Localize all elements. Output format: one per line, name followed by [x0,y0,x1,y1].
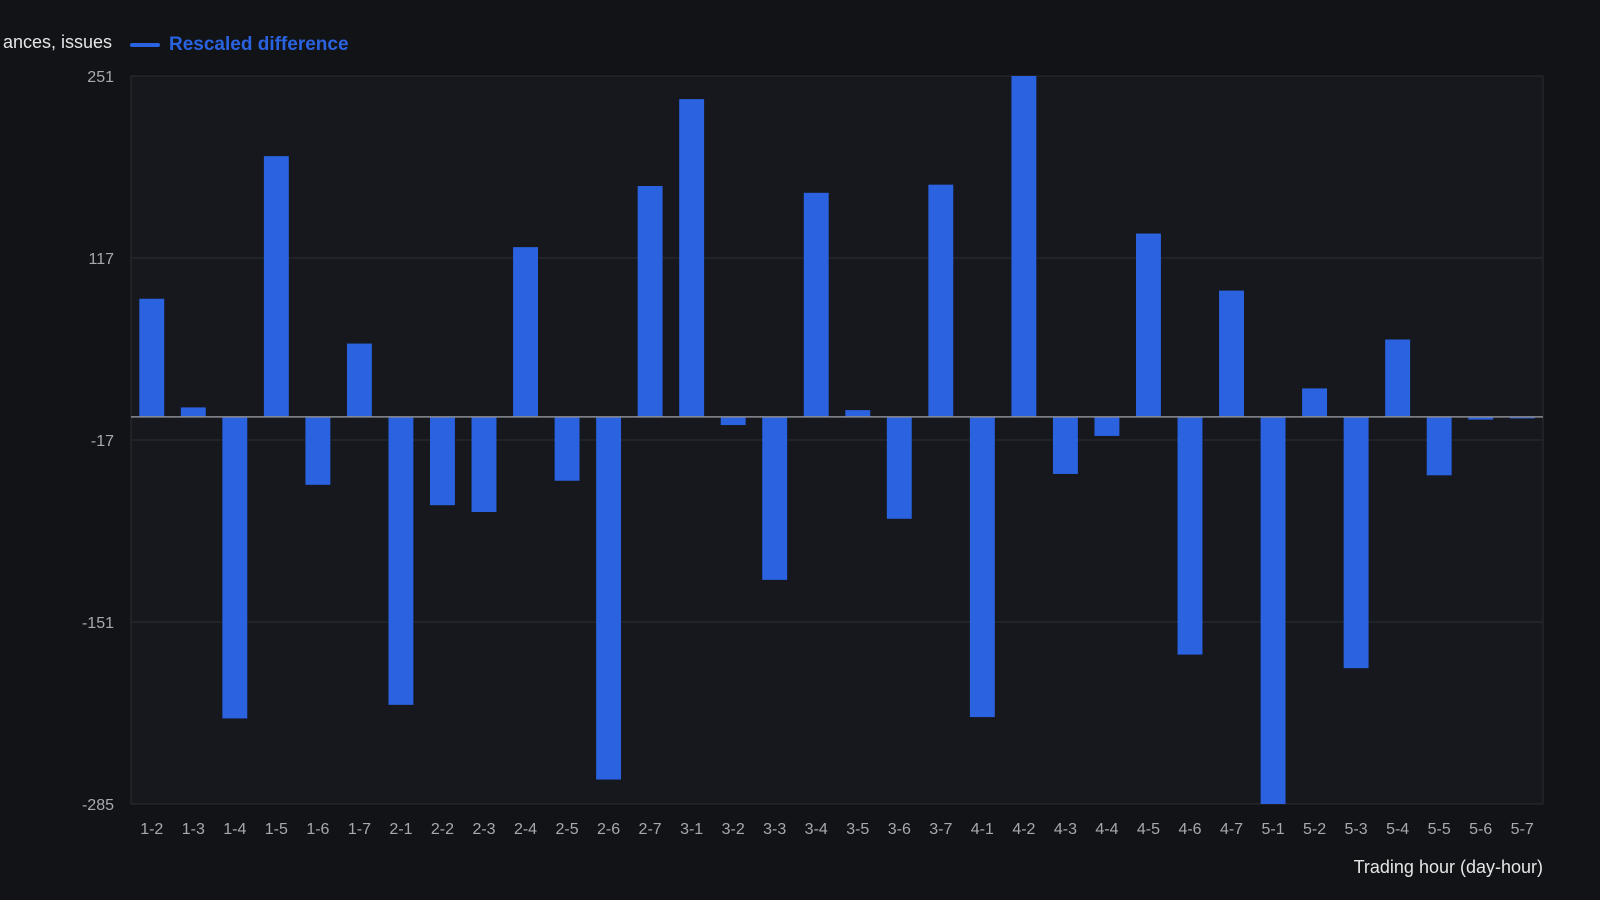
bar-1-6 [305,416,331,485]
bar-4-4 [1094,416,1120,436]
x-tick-label: 5-2 [1303,821,1326,838]
bar-4-3 [1052,416,1078,474]
x-tick-label: 4-2 [1012,821,1035,838]
x-tick-label: 3-2 [722,821,745,838]
bar-5-3 [1343,416,1369,669]
x-tick-label: 3-3 [763,821,786,838]
legend[interactable]: Rescaled difference [130,34,349,56]
x-tick-label: 3-6 [888,821,911,838]
x-tick-label: 3-4 [805,821,828,838]
x-tick-label: 4-4 [1095,821,1118,838]
bar-5-5 [1426,416,1452,476]
bar-3-1 [679,99,705,417]
x-tick-label: 1-4 [223,821,246,838]
x-tick-label: 5-4 [1386,821,1409,838]
x-tick-label: 4-1 [971,821,994,838]
bar-4-5 [1136,233,1161,417]
x-tick-label: 5-5 [1428,821,1451,838]
x-tick-label: 5-1 [1261,821,1284,838]
y-tick-label: -17 [91,433,114,450]
bar-4-7 [1219,290,1244,417]
bar-3-4 [803,192,829,417]
bar-2-6 [596,416,622,780]
bar-4-6 [1177,416,1203,655]
y-axis-label: ances, issues [2,32,112,52]
x-tick-label: 1-7 [348,821,371,838]
bar-3-3 [762,416,788,580]
bar-5-1 [1260,416,1286,804]
x-axis-label: Trading hour (day-hour) [1353,857,1543,877]
bar-3-6 [886,416,912,519]
bar-2-1 [388,416,414,705]
x-tick-label: 1-6 [306,821,329,838]
y-tick-label: -151 [82,615,114,632]
bar-3-5 [845,410,871,417]
x-tick-label: 2-4 [514,821,537,838]
x-tick-label: 2-1 [389,821,412,838]
legend-swatch [130,43,160,47]
x-tick-label: 5-3 [1345,821,1368,838]
x-tick-label: 4-3 [1054,821,1077,838]
bar-1-7 [346,343,372,417]
bar-4-1 [969,416,995,718]
x-tick-label: 3-7 [929,821,952,838]
x-tick-label: 5-6 [1469,821,1492,838]
bar-2-5 [554,416,580,481]
bar-3-7 [928,184,954,417]
x-tick-label: 1-3 [182,821,205,838]
bar-1-3 [180,407,206,417]
bar-5-6 [1468,416,1494,420]
bar-2-7 [637,186,663,417]
y-tick-label: 251 [87,69,114,86]
x-tick-label: 4-6 [1178,821,1201,838]
bar-1-2 [139,298,165,417]
x-tick-label: 5-7 [1511,821,1534,838]
bar-5-2 [1302,388,1328,417]
bar-5-4 [1385,339,1411,417]
legend-label: Rescaled difference [169,34,349,55]
x-tick-label: 3-1 [680,821,703,838]
x-tick-label: 1-5 [265,821,288,838]
bar-3-2 [720,416,746,426]
bar-2-2 [430,416,455,506]
bar-2-3 [471,416,497,512]
x-tick-label: 2-3 [472,821,495,838]
x-tick-label: 2-6 [597,821,620,838]
bar-1-5 [263,156,289,417]
bar-2-4 [513,247,538,417]
x-tick-label: 4-5 [1137,821,1160,838]
x-tick-label: 1-2 [140,821,163,838]
y-tick-label: -285 [82,797,114,814]
bar-1-4 [222,416,248,719]
x-tick-label: 2-7 [639,821,662,838]
y-tick-label: 117 [88,251,114,268]
bar-4-2 [1011,76,1037,417]
x-tick-label: 3-5 [846,821,869,838]
x-tick-label: 2-2 [431,821,454,838]
x-tick-label: 4-7 [1220,821,1243,838]
x-tick-label: 2-5 [555,821,578,838]
